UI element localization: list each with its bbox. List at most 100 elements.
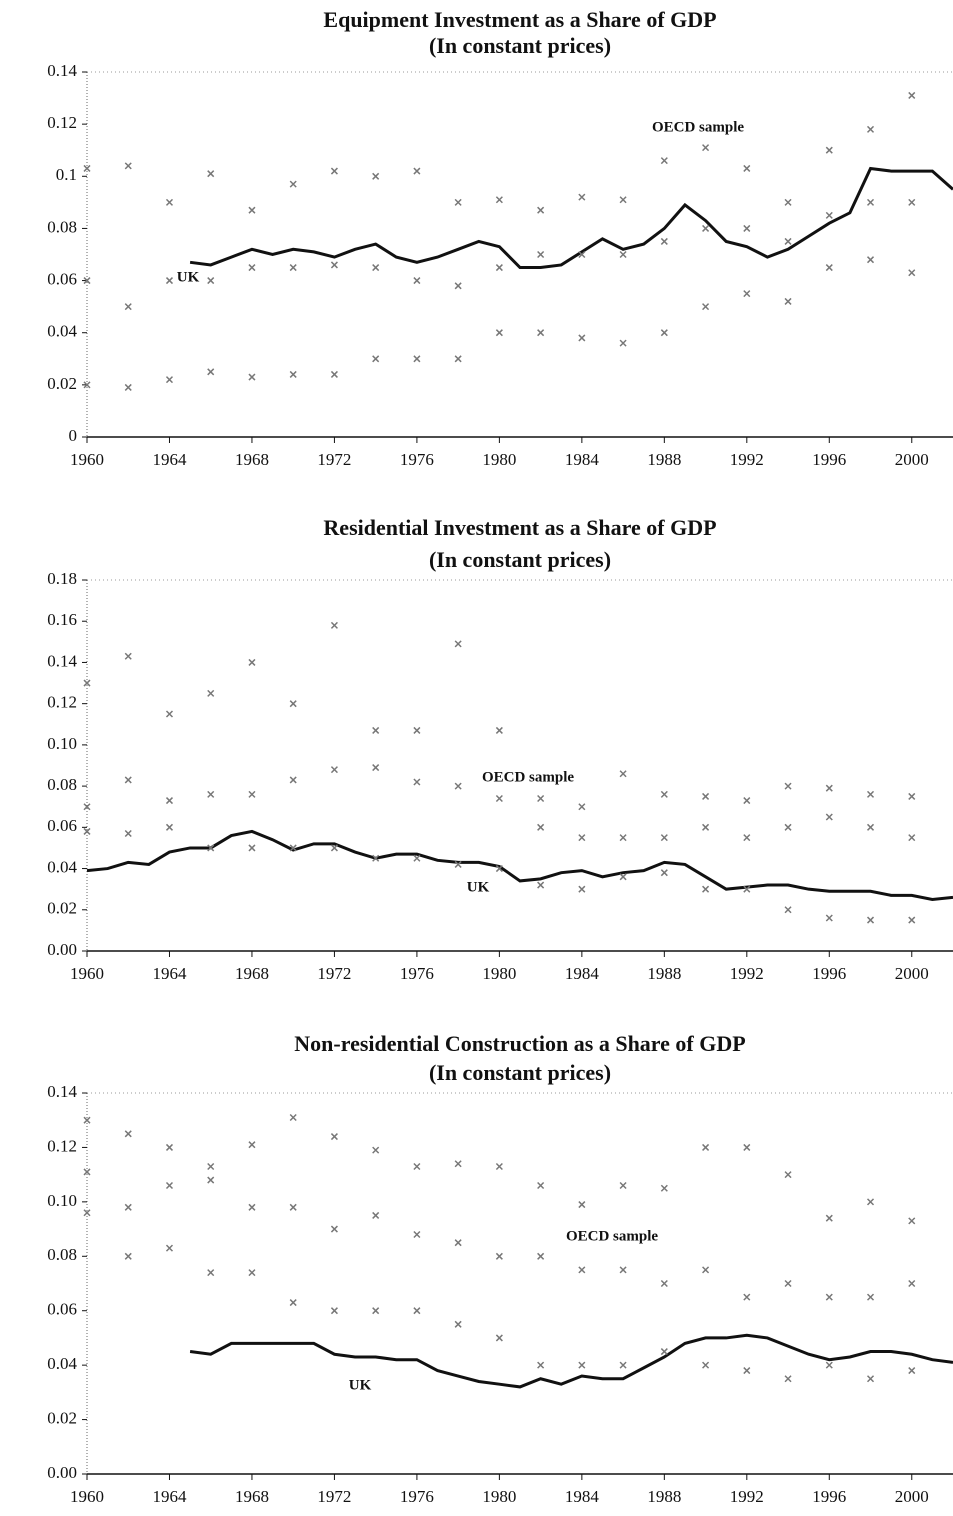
scatter-point <box>537 250 545 259</box>
scatter-point <box>289 700 297 708</box>
scatter-point <box>207 170 215 178</box>
scatter-point <box>866 916 875 924</box>
scatter-point <box>825 1361 833 1369</box>
scatter-point <box>495 726 503 734</box>
scatter-point <box>578 885 586 893</box>
scatter-point <box>537 1252 545 1260</box>
scatter-point <box>702 224 710 232</box>
scatter-point <box>619 873 627 881</box>
scatter-point <box>289 1113 297 1122</box>
y-tick-label: 0 <box>69 426 78 445</box>
scatter-point <box>784 823 792 831</box>
scatter-point <box>454 860 462 868</box>
scatter-point <box>619 1266 627 1274</box>
x-tick-label: 1980 <box>482 1487 516 1506</box>
x-tick-label: 1996 <box>812 450 846 469</box>
x-tick-label: 1984 <box>565 1487 600 1506</box>
scatter-point <box>165 1143 174 1151</box>
scatter-point <box>537 329 545 337</box>
x-tick-label: 1996 <box>812 964 846 983</box>
y-tick-label: 0.08 <box>47 217 77 236</box>
scatter-point <box>537 823 545 831</box>
scatter-point <box>743 797 751 805</box>
scatter-point <box>248 844 256 852</box>
scatter-point <box>619 834 627 842</box>
scatter-point <box>660 1184 668 1192</box>
scatter-point <box>330 766 338 774</box>
y-tick-label: 0.00 <box>47 1463 77 1482</box>
scatter-point <box>330 621 338 629</box>
scatter-point <box>207 1176 215 1184</box>
scatter-point <box>289 844 297 852</box>
scatter-point <box>248 790 256 798</box>
y-tick-label: 0.18 <box>47 569 77 588</box>
y-tick-label: 0.08 <box>47 1245 77 1264</box>
scatter-point <box>908 916 916 924</box>
scatter-point <box>330 1133 338 1141</box>
x-tick-label: 1984 <box>565 964 600 983</box>
scatter-point <box>248 1269 256 1277</box>
scatter-point <box>537 794 545 803</box>
scatter-point <box>124 1203 132 1211</box>
chart-subtitle: (In constant prices) <box>429 547 611 572</box>
scatter-point <box>784 782 792 790</box>
scatter-point <box>248 1203 256 1211</box>
scatter-point <box>619 196 627 204</box>
scatter-point <box>289 1299 297 1307</box>
x-tick-label: 1964 <box>152 964 187 983</box>
scatter-point <box>660 329 668 337</box>
scatter-point <box>413 1162 421 1171</box>
y-tick-label: 0.08 <box>47 775 77 794</box>
x-tick-label: 1968 <box>235 964 269 983</box>
scatter-point <box>289 180 297 188</box>
scatter-point <box>825 1214 833 1222</box>
scatter-point <box>825 264 833 272</box>
y-tick-label: 0.04 <box>47 1354 77 1373</box>
scatter-point <box>866 790 875 798</box>
scatter-point <box>372 264 380 272</box>
scatter-point <box>124 776 132 784</box>
scatter-point <box>330 261 338 269</box>
x-tick-label: 1960 <box>70 964 104 983</box>
x-tick-label: 1980 <box>482 450 516 469</box>
scatter-point <box>207 368 215 376</box>
scatter-point <box>660 157 668 165</box>
x-tick-label: 1992 <box>730 450 764 469</box>
scatter-point <box>908 1217 916 1225</box>
x-tick-label: 2000 <box>895 1487 929 1506</box>
scatter-point <box>330 167 338 175</box>
scatter-point <box>908 91 916 99</box>
scatter-point <box>702 792 710 800</box>
scatter-point <box>207 689 215 697</box>
scatter-point <box>372 726 380 734</box>
scatter-point <box>660 869 668 877</box>
scatter-point <box>495 1162 503 1171</box>
scatter-point <box>372 172 380 180</box>
scatter-point <box>454 1239 462 1247</box>
scatter-point <box>83 1116 91 1124</box>
scatter-point <box>619 339 627 347</box>
x-tick-label: 1964 <box>152 450 187 469</box>
scatter-point <box>165 1244 174 1252</box>
y-tick-label: 0.10 <box>47 1191 77 1210</box>
scatter-point <box>207 844 215 852</box>
scatter-point <box>578 334 586 342</box>
scatter-point <box>372 1146 380 1154</box>
y-tick-label: 0.06 <box>47 816 77 835</box>
scatter-point <box>537 1181 545 1190</box>
scatter-point <box>124 829 132 838</box>
scatter-point <box>413 1230 421 1239</box>
scatter-point <box>330 1225 338 1233</box>
x-tick-label: 1988 <box>647 1487 681 1506</box>
scatter-point <box>413 277 421 285</box>
scatter-point <box>537 206 545 214</box>
chart-subtitle: (In constant prices) <box>429 1060 611 1085</box>
scatter-point <box>784 198 792 206</box>
scatter-point <box>784 906 792 914</box>
chart-title: Equipment Investment as a Share of GDP <box>323 7 716 32</box>
scatter-point <box>124 652 132 660</box>
scatter-point <box>124 1130 132 1138</box>
scatter-point <box>495 1334 503 1342</box>
y-tick-label: 0.10 <box>47 734 77 753</box>
x-tick-label: 1980 <box>482 964 516 983</box>
